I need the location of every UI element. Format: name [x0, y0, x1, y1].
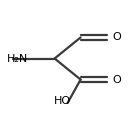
Text: HO: HO: [54, 97, 71, 106]
Text: O: O: [112, 75, 121, 85]
Text: H₂N: H₂N: [6, 53, 28, 64]
Text: O: O: [112, 32, 121, 42]
